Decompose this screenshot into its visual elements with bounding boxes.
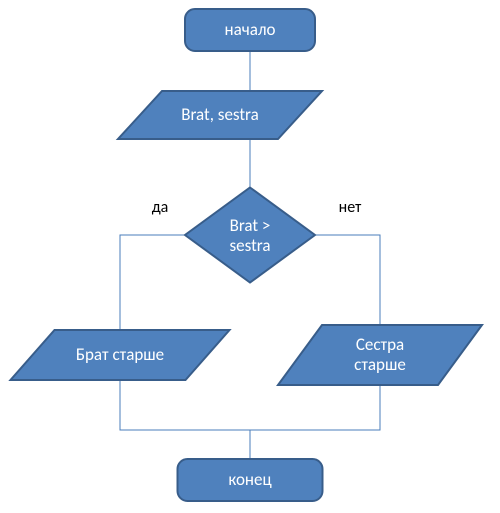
decision-node-label-1: Brat > <box>230 215 271 236</box>
decision-node: Brat >sestra <box>185 188 315 283</box>
branch-label-no: нет <box>339 198 362 217</box>
input-node: Brat, sestra <box>118 91 322 139</box>
right-output-node-label-2: старше <box>354 354 406 375</box>
left-output-node-label: Брат старше <box>76 344 164 365</box>
left-output-node: Брат старше <box>11 330 230 380</box>
input-node-label: Brat, sestra <box>181 104 259 125</box>
end-node-label: конец <box>228 469 271 490</box>
right-output-node-label-1: Сестра <box>356 334 404 355</box>
branch-label-yes: да <box>152 198 169 217</box>
start-node: начало <box>185 9 315 51</box>
right-output-node: Сестрастарше <box>278 325 482 385</box>
decision-node-label-2: sestra <box>230 235 271 256</box>
start-node-label: начало <box>225 19 276 40</box>
end-node: конец <box>178 459 323 501</box>
